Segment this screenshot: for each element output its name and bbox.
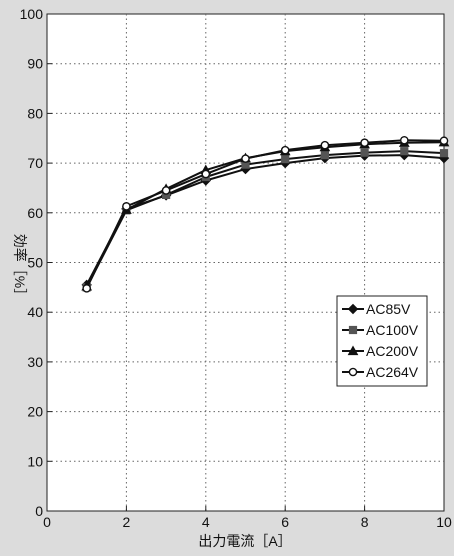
y-tick-label: 40 bbox=[27, 304, 43, 320]
x-tick-label: 0 bbox=[43, 514, 51, 530]
series-line bbox=[85, 139, 445, 289]
legend-label: AC264V bbox=[366, 364, 419, 380]
data-point bbox=[400, 147, 409, 156]
y-tick-label: 30 bbox=[27, 354, 43, 370]
y-tick-label: 10 bbox=[27, 453, 43, 469]
legend-item: AC100V bbox=[342, 322, 419, 338]
legend-item: AC200V bbox=[342, 343, 419, 359]
legend-label: AC85V bbox=[366, 301, 411, 317]
data-point bbox=[320, 151, 329, 160]
y-tick-label: 90 bbox=[27, 56, 43, 72]
data-point bbox=[439, 149, 449, 158]
data-point bbox=[399, 135, 409, 145]
x-tick-label: 4 bbox=[202, 514, 210, 530]
y-tick-label: 0 bbox=[35, 503, 43, 519]
data-point bbox=[280, 145, 290, 155]
legend-marker bbox=[348, 325, 358, 335]
legend-label: AC100V bbox=[366, 322, 419, 338]
y-tick-label: 60 bbox=[27, 205, 43, 221]
legend-label: AC200V bbox=[366, 343, 419, 359]
data-point bbox=[320, 140, 330, 150]
data-point bbox=[82, 284, 91, 293]
legend-marker bbox=[347, 303, 359, 315]
y-tick-label: 50 bbox=[27, 255, 43, 271]
legend-item: AC264V bbox=[342, 364, 419, 380]
data-point bbox=[360, 138, 369, 148]
legend-item: AC85V bbox=[342, 301, 411, 317]
series-lines bbox=[81, 135, 450, 293]
legend-marker bbox=[347, 345, 359, 356]
x-tick-label: 10 bbox=[436, 514, 452, 530]
x-tick-label: 6 bbox=[281, 514, 289, 530]
data-point bbox=[360, 148, 369, 157]
data-point bbox=[439, 136, 449, 146]
x-tick-label: 2 bbox=[123, 514, 131, 530]
data-point bbox=[201, 169, 211, 179]
y-tick-label: 100 bbox=[20, 6, 44, 22]
y-axis-label: 効率［%］ bbox=[12, 234, 28, 302]
data-point bbox=[122, 202, 131, 211]
y-tick-label: 70 bbox=[27, 155, 43, 171]
legend-marker bbox=[348, 367, 358, 377]
series-line bbox=[85, 150, 445, 288]
data-point bbox=[241, 154, 250, 163]
data-point bbox=[281, 155, 290, 164]
y-tick-label: 80 bbox=[27, 105, 43, 121]
y-tick-label: 20 bbox=[27, 404, 43, 420]
x-axis-label: 出力電流［A］ bbox=[198, 533, 291, 549]
y-axis-label-text: 効率［%］ bbox=[12, 234, 28, 302]
series-AC264V bbox=[82, 135, 449, 293]
data-point bbox=[161, 186, 171, 195]
x-tick-label: 8 bbox=[361, 514, 369, 530]
legend: AC85V AC100V AC200V AC264V bbox=[336, 295, 428, 387]
